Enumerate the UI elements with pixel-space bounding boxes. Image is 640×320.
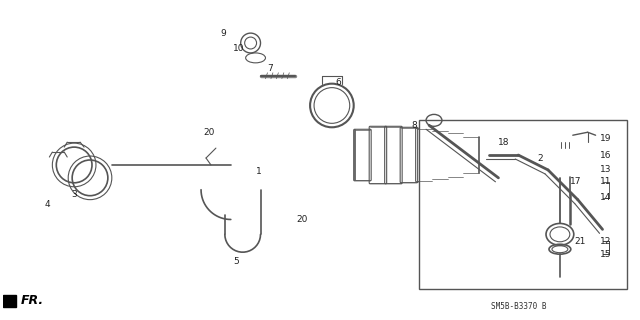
Text: 5: 5 [233,257,239,266]
Text: 2: 2 [537,154,543,163]
Text: 18: 18 [498,138,509,147]
Text: 13: 13 [600,165,611,174]
Text: 8: 8 [412,121,417,130]
Text: 21: 21 [574,237,586,246]
Text: SM5B-B3370 B: SM5B-B3370 B [490,302,546,311]
Text: 20: 20 [204,128,214,137]
Polygon shape [3,295,15,307]
Text: 3: 3 [71,190,77,199]
Bar [419,120,627,289]
Text: 12: 12 [600,237,611,246]
Text: 10: 10 [233,44,244,53]
Text: 4: 4 [45,200,50,209]
Text: 16: 16 [600,150,611,160]
Text: 15: 15 [600,250,611,259]
Text: 11: 11 [600,177,611,186]
Text: 1: 1 [255,167,261,176]
Text: 19: 19 [600,134,611,143]
Text: FR.: FR. [20,294,44,307]
Text: 6: 6 [335,78,340,87]
Text: 14: 14 [600,193,611,202]
Text: 17: 17 [570,177,582,186]
Text: 20: 20 [296,215,308,224]
Text: 9: 9 [220,28,226,38]
Text: 7: 7 [268,64,273,73]
